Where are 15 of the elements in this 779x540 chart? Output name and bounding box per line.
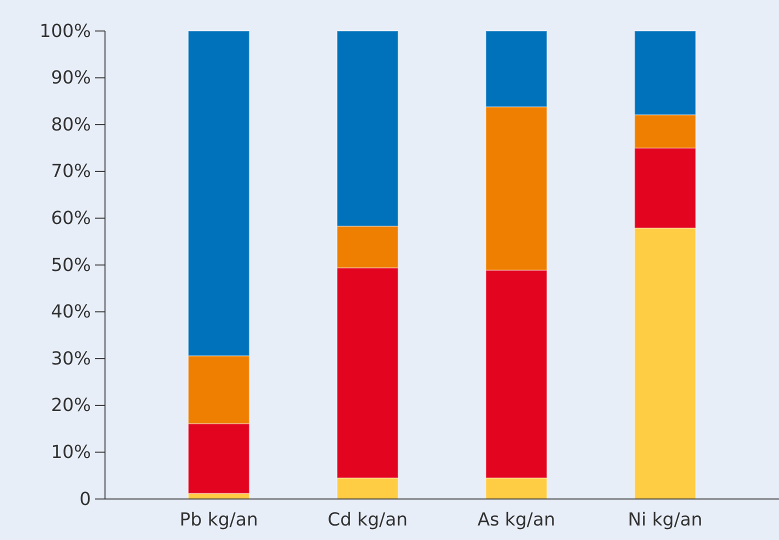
- x-tick-label: As kg/an: [478, 509, 556, 530]
- y-tick-label: 20%: [50, 395, 91, 416]
- y-tick-label: 90%: [50, 68, 91, 89]
- y-tick-label: 80%: [50, 114, 91, 136]
- y-tick-label: 100%: [40, 20, 91, 42]
- x-tick-label: Ni kg/an: [628, 509, 702, 530]
- y-tick-label: 0: [80, 488, 91, 510]
- y-tick-label: 50%: [50, 254, 91, 276]
- y-tick-label: 10%: [50, 442, 91, 463]
- y-tick-label: 30%: [50, 348, 91, 370]
- y-tick-label: 70%: [50, 161, 91, 182]
- x-tick-label: Cd kg/an: [328, 509, 408, 530]
- y-tick-label: 60%: [50, 208, 91, 229]
- y-tick-label: 40%: [50, 302, 91, 323]
- x-tick-label: Pb kg/an: [180, 509, 258, 530]
